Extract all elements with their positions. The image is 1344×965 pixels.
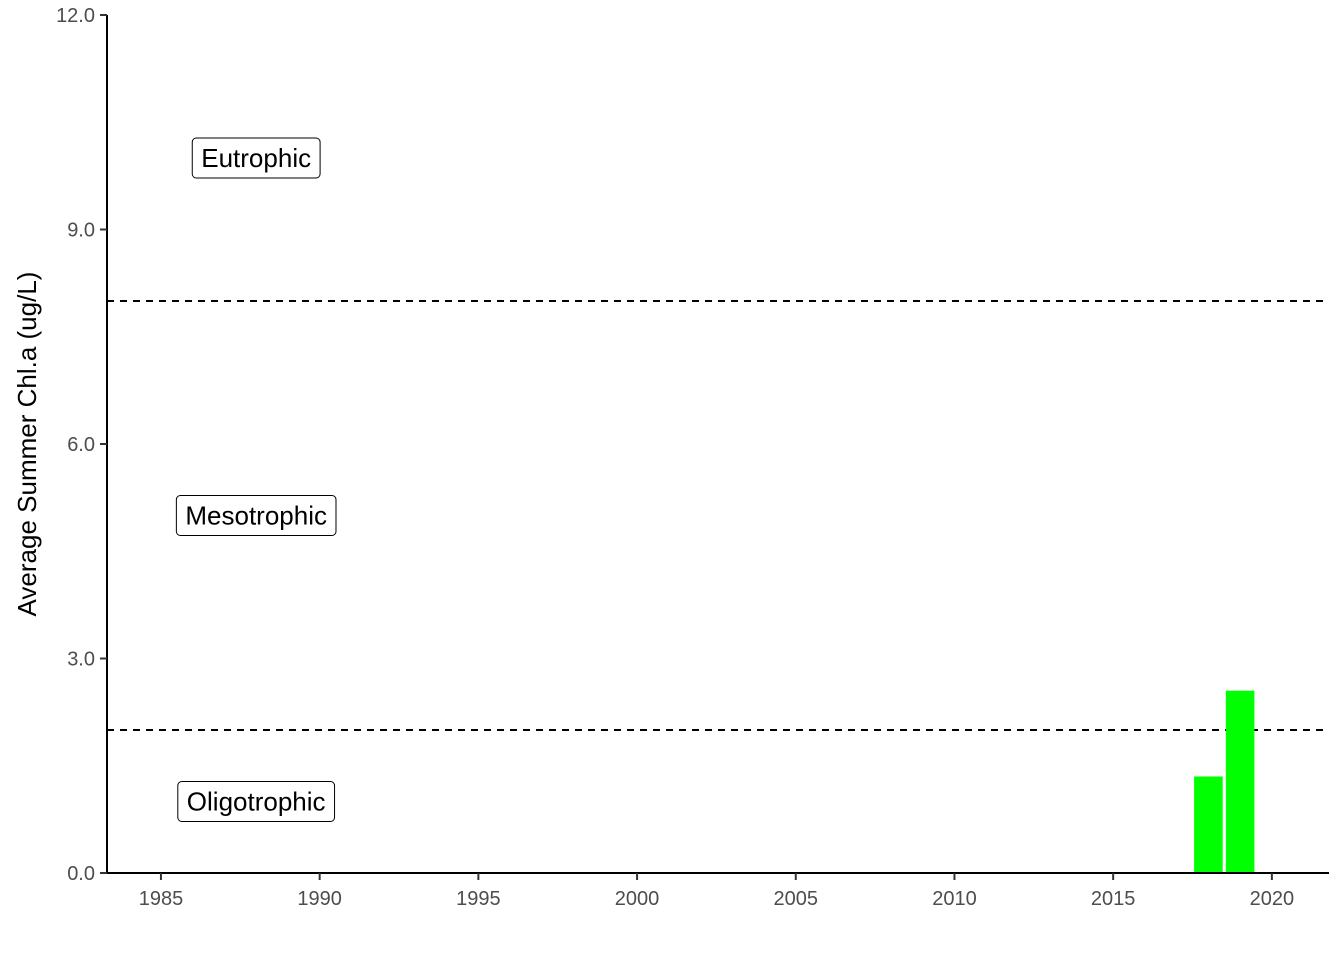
reference-lines <box>107 300 1329 731</box>
y-axis-title: Average Summer Chl.a (ug/L) <box>12 272 42 617</box>
zone-label-text: Oligotrophic <box>187 787 326 817</box>
x-tick-label: 1995 <box>456 888 501 910</box>
y-tick-label: 9.0 <box>67 220 95 242</box>
zone-label-box <box>191 137 321 179</box>
bars <box>1194 690 1255 873</box>
y-tick-label: 6.0 <box>67 434 95 456</box>
zone-label-text: Mesotrophic <box>185 501 327 531</box>
zone-annotations: Eutrophic Mesotrophic Oligotrophic <box>175 137 337 822</box>
zone-label-text: Eutrophic <box>201 143 311 173</box>
x-tick-label: 2010 <box>932 888 977 910</box>
y-ticks: 0.0 3.0 6.0 9.0 12.0 <box>56 5 107 885</box>
y-tick-label: 0.0 <box>67 863 95 885</box>
bar-2018 <box>1194 776 1223 873</box>
bar-2019 <box>1225 690 1255 873</box>
x-tick-label: 2020 <box>1250 888 1295 910</box>
zone-label-box <box>175 495 337 536</box>
x-tick-label: 2000 <box>615 888 660 910</box>
zone-label-box <box>177 781 336 822</box>
zone-label-eutrophic: Eutrophic <box>191 137 321 179</box>
zone-label-mesotrophic: Mesotrophic <box>175 495 337 536</box>
y-tick-label: 3.0 <box>67 649 95 671</box>
x-tick-label: 1990 <box>297 888 342 910</box>
x-tick-label: 1985 <box>139 888 184 910</box>
x-tick-label: 2015 <box>1091 888 1136 910</box>
y-tick-label: 12.0 <box>56 5 95 27</box>
x-ticks: 1985 1990 1995 2000 2005 2010 2015 2020 <box>139 873 1294 910</box>
zone-label-oligotrophic: Oligotrophic <box>177 781 336 822</box>
x-tick-label: 2005 <box>774 888 819 910</box>
